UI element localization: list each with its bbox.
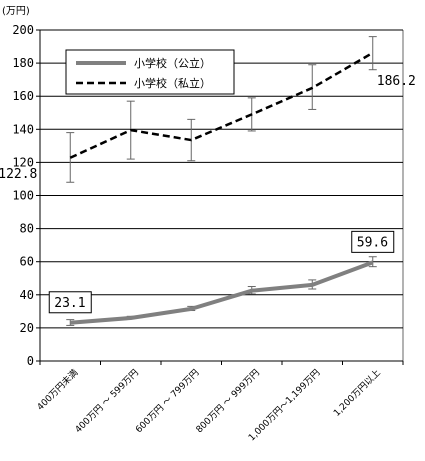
- y-tick-label: 80: [20, 222, 34, 236]
- y-tick-label: 180: [12, 56, 34, 70]
- x-category-label: 400万円 ～ 599万円: [73, 367, 141, 435]
- y-tick-label: 100: [12, 189, 34, 203]
- y-tick-label: 60: [20, 255, 34, 269]
- series-lines: [69, 51, 374, 325]
- axes: [36, 29, 404, 365]
- legend-box: [65, 49, 235, 95]
- x-category-label: 600万円 ～ 799万円: [133, 367, 201, 435]
- data-label: 59.6: [357, 235, 388, 250]
- y-tick-label: 40: [20, 288, 34, 302]
- data-labels: 23.1 59.6 122.8 186.2: [0, 74, 416, 314]
- series-line-0: [70, 260, 374, 325]
- y-tick-label: 200: [12, 23, 34, 37]
- data-label-box: [351, 230, 395, 253]
- data-label-box: [48, 291, 92, 314]
- data-label: 23.1: [54, 296, 85, 311]
- y-tick-label: 140: [12, 122, 34, 136]
- x-category-label: 1,200万円以上: [331, 367, 382, 418]
- y-tick-label: 120: [12, 155, 34, 169]
- data-label: 186.2: [377, 74, 416, 89]
- legend-label: 小学校（私立）: [134, 76, 211, 90]
- y-tick-label: 20: [20, 321, 34, 335]
- y-tick-label: 160: [12, 89, 34, 103]
- legend-label: 小学校（公立）: [134, 56, 211, 70]
- y-unit-label: (万円): [2, 6, 30, 17]
- x-category-label: 400万円未満: [34, 367, 80, 413]
- series-line-1: [69, 51, 374, 159]
- y-tick-label: 0: [27, 354, 34, 368]
- legend: 小学校（公立） 小学校（私立）: [65, 49, 235, 95]
- x-category-label: 800万円 ～ 999万円: [194, 367, 262, 435]
- y-tick-labels: 0 20 40 60 80 100 120 140 160 180 200: [12, 23, 34, 368]
- data-label: 122.8: [0, 167, 37, 182]
